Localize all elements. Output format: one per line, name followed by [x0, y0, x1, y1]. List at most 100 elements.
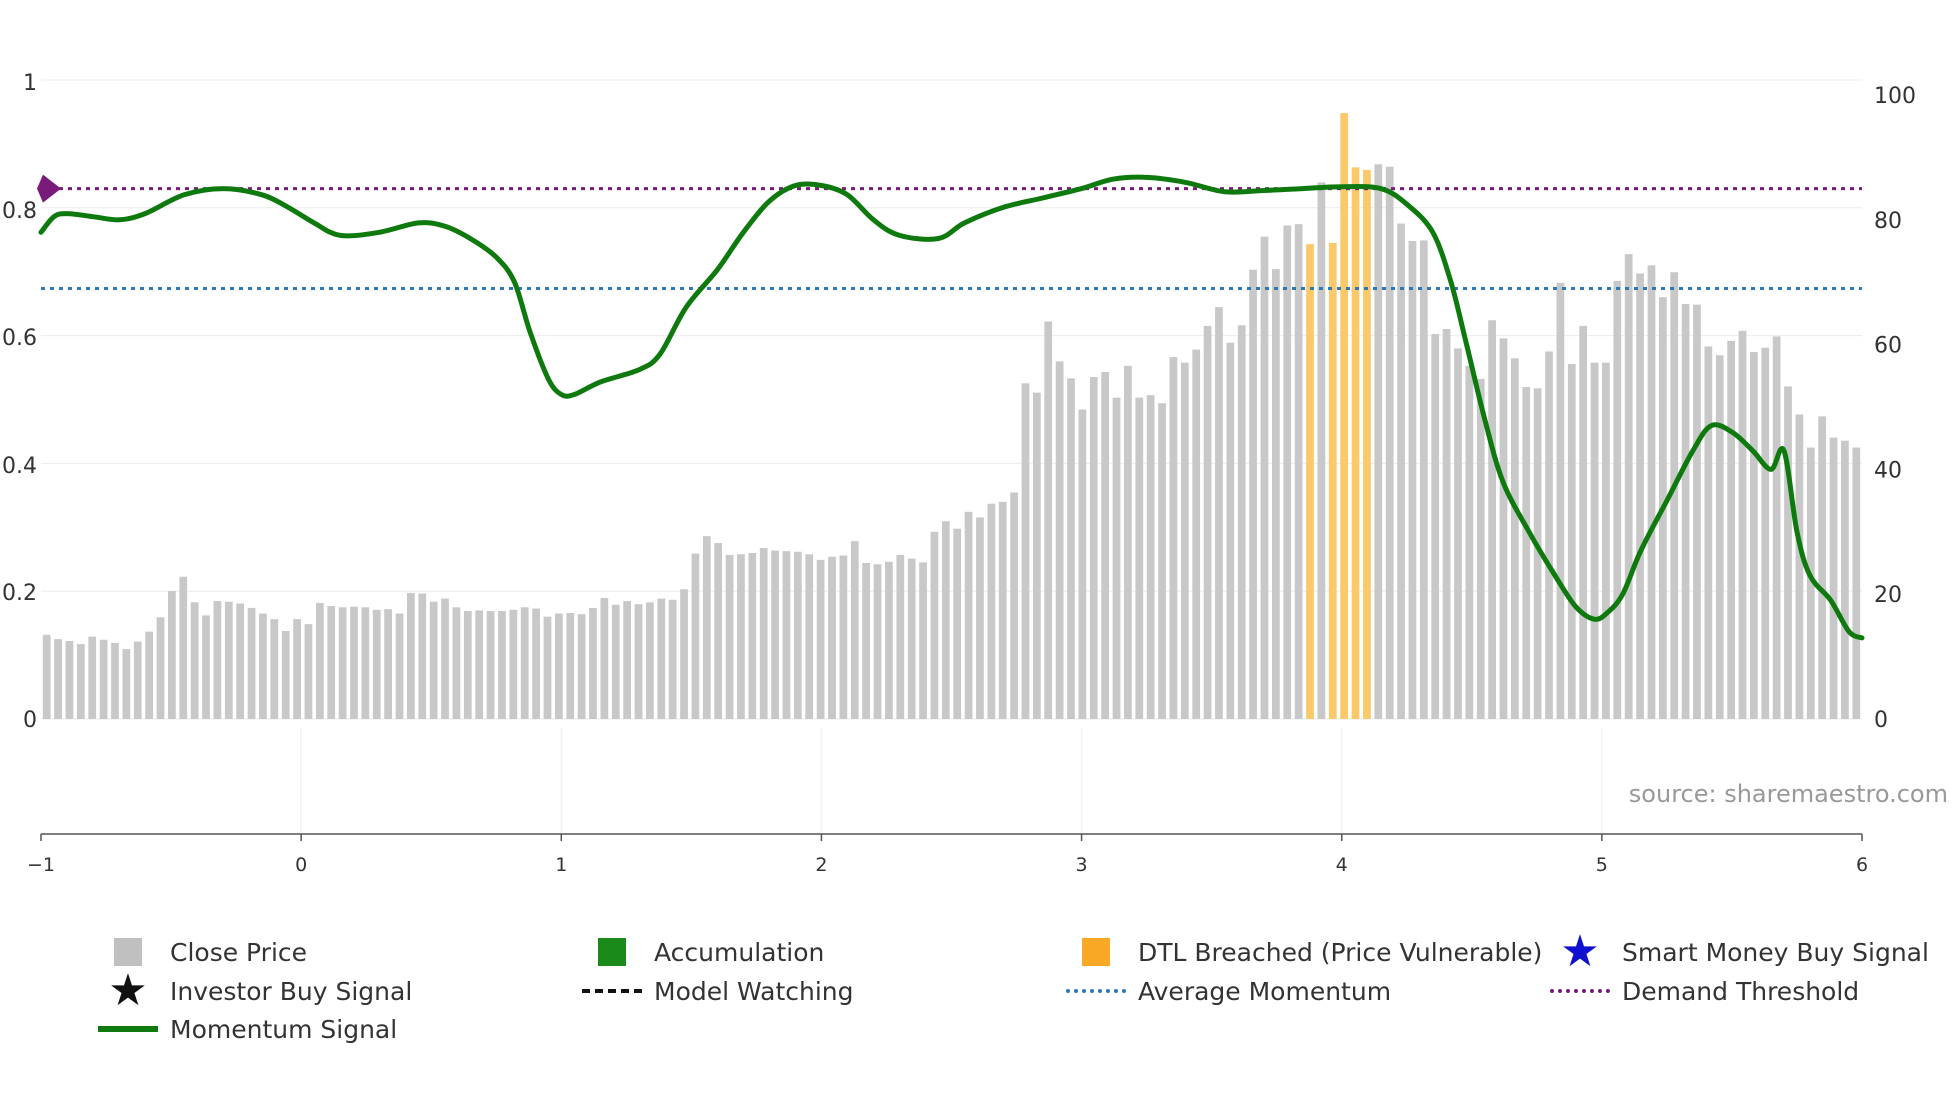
close-price-bar: [987, 503, 996, 719]
close-price-bar: [429, 601, 438, 719]
close-price-bar: [1556, 282, 1565, 719]
close-price-bar: [407, 592, 415, 719]
close-price-bar: [1101, 372, 1110, 719]
left-tick-label: 0: [23, 708, 37, 733]
close-price-bar: [1476, 378, 1485, 719]
x-tick-label: 2: [815, 854, 827, 876]
close-price-bar: [1055, 361, 1064, 719]
close-price-bar: [759, 548, 768, 719]
close-price-bars: [42, 113, 1861, 720]
close-price-bar: [270, 619, 279, 719]
close-price-bar: [1511, 358, 1519, 719]
close-price-bar: [691, 553, 700, 719]
lower-panel: [300, 728, 1603, 834]
close-price-bar: [1522, 387, 1531, 719]
close-price-bar: [202, 615, 210, 719]
close-price-bar: [418, 593, 427, 719]
close-price-bar: [1374, 164, 1383, 719]
close-price-bar: [1146, 395, 1155, 719]
close-price-bar: [441, 598, 449, 719]
close-price-bar: [953, 528, 962, 719]
close-price-bar: [372, 609, 381, 719]
close-price-bar: [111, 642, 119, 719]
close-price-bar: [1169, 357, 1178, 719]
close-price-bar: [839, 555, 848, 719]
close-price-bar: [554, 613, 563, 719]
close-price-bar: [475, 610, 484, 719]
close-price-bar: [1203, 325, 1212, 719]
close-price-bar: [1180, 362, 1189, 719]
close-price-bar: [1545, 351, 1553, 719]
close-price-bar: [1032, 392, 1041, 719]
close-price-bar: [1078, 409, 1087, 719]
right-tick-label: 20: [1874, 583, 1902, 608]
close-price-bar: [168, 591, 176, 719]
close-price-bar: [520, 607, 529, 719]
close-price-bar: [782, 551, 791, 719]
close-price-bar: [1272, 269, 1280, 719]
dtl-breached-bar: [1340, 113, 1349, 720]
close-price-bar: [327, 606, 336, 719]
close-price-bar: [1226, 342, 1235, 719]
close-price-bar: [76, 644, 85, 719]
left-tick-label: 1: [23, 71, 37, 96]
right-tick-label: 60: [1874, 334, 1902, 359]
close-price-bar: [1727, 340, 1735, 719]
close-price-bar: [338, 607, 347, 719]
right-axis-ticks: 0 20 40 60 80 100: [1874, 84, 1916, 733]
close-price-bar: [657, 598, 666, 719]
close-price-bar: [896, 554, 905, 719]
close-price-bar: [1670, 272, 1679, 719]
right-tick-label: 80: [1874, 209, 1902, 234]
close-price-bar: [145, 631, 153, 719]
demand-threshold-marker: [37, 174, 61, 203]
close-price-bar: [384, 609, 392, 719]
close-price-bar: [702, 536, 711, 719]
close-price-bar: [1397, 223, 1405, 720]
close-price-bar: [1829, 437, 1838, 719]
close-price-bar: [293, 619, 301, 719]
close-price-bar: [1704, 346, 1713, 719]
close-price-bar: [350, 606, 358, 719]
close-price-bar: [54, 639, 62, 719]
close-price-bar: [1795, 414, 1804, 719]
close-price-bar: [532, 608, 540, 719]
close-price-bar: [1283, 225, 1292, 720]
close-price-bar: [566, 612, 575, 719]
left-tick-label: 0.8: [2, 199, 37, 224]
close-price-bar: [1112, 397, 1121, 719]
close-price-bar: [976, 517, 984, 719]
close-price-bar: [122, 649, 131, 719]
close-price-bar: [1841, 440, 1849, 719]
close-price-bar: [1818, 416, 1827, 719]
close-price-bar: [680, 589, 688, 719]
close-price-bar: [964, 511, 973, 719]
close-price-bar: [1772, 336, 1781, 719]
x-tick-label: 1: [555, 854, 567, 876]
close-price-bar: [281, 631, 290, 719]
left-axis-ticks: 0 0.2 0.4 0.6 0.8 1: [2, 71, 37, 733]
close-price-bar: [805, 554, 814, 719]
close-price-bar: [179, 576, 188, 719]
close-price-bar: [1260, 236, 1269, 719]
close-price-bar: [850, 541, 859, 719]
close-price-bar: [919, 562, 927, 719]
close-price-bar: [1135, 397, 1144, 719]
close-price-bar: [862, 563, 871, 719]
right-tick-label: 0: [1874, 708, 1888, 733]
close-price-bar: [65, 641, 74, 719]
close-price-bar: [1192, 349, 1201, 719]
close-price-bar: [1021, 383, 1030, 719]
close-price-bar: [1158, 403, 1166, 719]
close-price-bar: [1215, 307, 1223, 719]
left-tick-label: 0.2: [2, 581, 37, 606]
close-price-bar: [1602, 362, 1610, 719]
close-price-bar: [1681, 304, 1690, 719]
close-price-bar: [611, 604, 620, 719]
x-tick-label: 0: [295, 854, 307, 876]
close-price-bar: [714, 543, 723, 719]
close-price-bar: [156, 617, 165, 719]
close-price-bar: [498, 611, 506, 719]
close-price-bar: [259, 613, 267, 719]
dtl-breached-bar: [1328, 242, 1337, 719]
